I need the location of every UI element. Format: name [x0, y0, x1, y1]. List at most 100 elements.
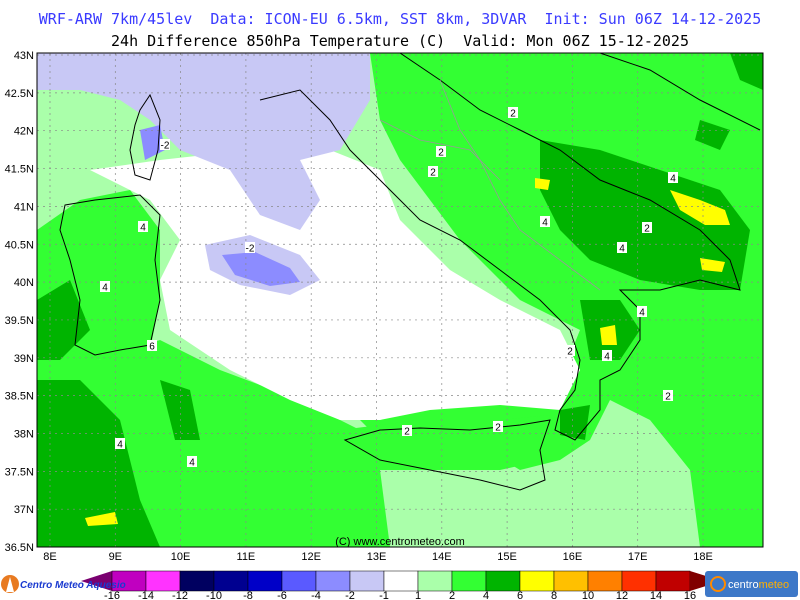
contour-label-box [147, 340, 157, 351]
contour-label-box [187, 456, 197, 467]
field-yellow-1 [670, 190, 730, 225]
contour-label: 4 [102, 283, 108, 294]
colorbar-swatch [247, 570, 283, 592]
lat-tick-label: 39.5N [5, 315, 34, 327]
contour-label: 2 [495, 423, 501, 434]
contour-label: 2 [404, 427, 410, 438]
lat-tick-label: 42.5N [5, 88, 34, 100]
contour-label: 2 [644, 224, 650, 235]
lon-tick-label: 12E [301, 551, 321, 563]
borders [379, 79, 601, 291]
colorbar-tick-label: -14 [138, 590, 154, 600]
contour-label: 4 [604, 352, 610, 363]
contour-label-box [160, 139, 170, 150]
colorbar-swatch [553, 570, 589, 592]
contour-label-box [436, 146, 446, 157]
lat-tick-label: 43N [14, 50, 34, 62]
colorbar-swatch [485, 570, 521, 592]
colorbar-tick-label: 6 [517, 590, 523, 600]
contour-label: 4 [542, 218, 548, 229]
lon-tick-label: 9E [109, 551, 122, 563]
contour-label-box [138, 221, 148, 232]
field-darkgreen-3 [540, 140, 750, 290]
colorbar-tick-label: -2 [345, 590, 355, 600]
lon-tick-label: 8E [43, 551, 56, 563]
copyright-text: (C) www.centrometeo.com [335, 536, 465, 548]
colorbar-legend: -16 -14 -12 -10 -8 -6 -4 -2 -1 1 2 4 6 8 10 12 14 16 [81, 570, 722, 600]
contour-label-box [540, 216, 550, 227]
colorbar-swatch [315, 570, 351, 592]
lat-tick-label: 41.5N [5, 164, 34, 176]
lat-tick-label: 40N [14, 277, 34, 289]
logo-left: Centro Meteo Aquesio [1, 575, 126, 593]
coastlines [59, 53, 761, 491]
lon-tick-label: 10E [171, 551, 191, 563]
contour-label-box [245, 242, 255, 253]
lat-tick-label: 42N [14, 126, 34, 138]
field-darkgreen-2 [37, 380, 160, 547]
lat-tick-label: 38.5N [5, 391, 34, 403]
lon-tick-label: 14E [432, 551, 452, 563]
latitude-axis: 43N 42.5N 42N 41.5N 41N 40.5N 40N 39.5N 39N 38.5N… [5, 50, 34, 554]
contour-label: -2 [161, 141, 170, 152]
colorbar-tick-label: -16 [104, 590, 120, 600]
contour-label-box [493, 421, 503, 432]
colorbar-swatch [213, 570, 249, 592]
logo-right: centrometeo [705, 571, 798, 597]
svg-text:Centro Meteo Aquesio: Centro Meteo Aquesio [20, 580, 126, 591]
lat-tick-label: 40.5N [5, 239, 34, 251]
contour-label-box [508, 107, 518, 118]
colorbar-tick-label: 16 [684, 590, 696, 600]
contour-label: 2 [665, 392, 671, 403]
colorbar-tick-label: 8 [551, 590, 557, 600]
svg-text:centrometeo: centrometeo [728, 579, 789, 591]
lon-tick-label: 18E [693, 551, 713, 563]
coast-corsica [129, 93, 161, 181]
model-info-title: WRF-ARW 7km/45lev Data: ICON-EU 6.5km, S… [38, 10, 762, 28]
colorbar-tick-label: -4 [311, 590, 321, 600]
lat-tick-label: 39N [14, 353, 34, 365]
lat-tick-label: 37N [14, 504, 34, 516]
contour-label: 4 [670, 174, 676, 185]
field-lavender-north [37, 53, 370, 230]
colorbar-swatch [383, 570, 419, 592]
lon-tick-label: 15E [497, 551, 517, 563]
colorbar-swatch [587, 570, 623, 592]
colorbar-swatch [179, 570, 215, 592]
colorbar-tick-label: 4 [483, 590, 489, 600]
colorbar-tick-label: -12 [172, 590, 188, 600]
colorbar-swatch [519, 570, 555, 592]
lat-tick-label: 41N [14, 201, 34, 213]
coast-sardinia [59, 194, 161, 356]
contour-label: 4 [140, 223, 146, 234]
colorbar-tick-label: 2 [449, 590, 455, 600]
lon-tick-label: 13E [367, 551, 387, 563]
field-yellow-5 [535, 178, 550, 190]
coast-sicily [343, 419, 551, 491]
colorbar-swatch [417, 570, 453, 592]
lat-tick-label: 37.5N [5, 466, 34, 478]
contour-label: -2 [246, 244, 255, 255]
contour-label: 6 [149, 342, 155, 353]
field-darkgreen-5 [695, 120, 730, 150]
field-darkgreen-6 [730, 53, 763, 90]
contour-label: 4 [639, 308, 645, 319]
colorbar-tick-label: 14 [650, 590, 662, 600]
colorbar-swatch [451, 570, 487, 592]
coast-italy-west [259, 53, 741, 441]
contour-label-box [663, 390, 673, 401]
lon-tick-label: 17E [628, 551, 648, 563]
contour-label-box [642, 222, 652, 233]
field-white-tyrrhenian [90, 150, 580, 420]
contour-label-box [637, 306, 647, 317]
colorbar-tick-label: -6 [277, 590, 287, 600]
contour-label-box [602, 350, 612, 361]
map-frame [36, 52, 764, 548]
contour-label: 2 [430, 168, 436, 179]
logo-right-badge [705, 571, 798, 597]
contour-label-box [402, 425, 412, 436]
contour-label: 2 [567, 347, 573, 358]
